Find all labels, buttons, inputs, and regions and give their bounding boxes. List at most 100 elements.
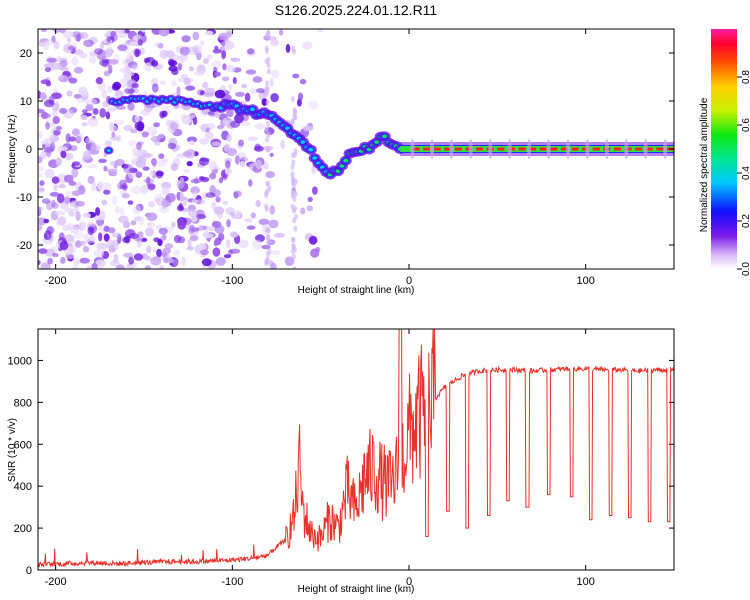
noise-speckle xyxy=(151,136,161,143)
noise-speckle xyxy=(292,73,300,79)
noise-speckle xyxy=(54,101,60,111)
noise-speckle xyxy=(115,206,120,214)
noise-speckle xyxy=(78,52,88,59)
ridge-core xyxy=(374,140,380,144)
noise-speckle xyxy=(213,240,219,247)
noise-speckle xyxy=(190,178,202,184)
noise-streak xyxy=(293,148,298,155)
noise-speckle xyxy=(67,45,77,51)
noise-speckle xyxy=(76,240,87,247)
carrier-band-peak xyxy=(571,147,579,151)
noise-speckle xyxy=(177,220,186,230)
snr-plot-area xyxy=(38,329,674,570)
noise-speckle xyxy=(38,166,45,172)
noise-speckle xyxy=(140,29,147,33)
noise-speckle xyxy=(229,248,241,254)
noise-speckle xyxy=(72,42,77,47)
noise-speckle xyxy=(124,235,131,244)
noise-streak xyxy=(290,192,295,199)
noise-speckle xyxy=(43,40,55,46)
carrier-band-peak xyxy=(613,147,621,151)
noise-speckle xyxy=(188,46,198,56)
noise-speckle xyxy=(97,261,105,269)
noise-speckle xyxy=(148,201,156,208)
noise-speckle xyxy=(40,262,51,269)
noise-speckle xyxy=(198,157,210,166)
noise-streak xyxy=(267,248,272,255)
noise-speckle xyxy=(86,98,98,106)
noise-speckle xyxy=(223,254,232,259)
noise-speckle xyxy=(53,41,60,50)
noise-speckle xyxy=(79,257,90,264)
carrier-spike xyxy=(449,139,454,159)
carrier-spike xyxy=(604,139,609,159)
noise-speckle xyxy=(94,215,106,221)
noise-speckle xyxy=(43,218,50,224)
noise-speckle xyxy=(312,186,318,195)
noise-speckle xyxy=(172,54,180,62)
noise-streak xyxy=(265,180,270,187)
noise-speckle xyxy=(90,142,97,151)
noise-speckle xyxy=(268,219,279,229)
noise-speckle xyxy=(151,158,157,166)
carrier-band-peak xyxy=(454,147,462,151)
noise-speckle xyxy=(192,191,198,199)
spectrogram-xtick-label: 100 xyxy=(576,275,594,287)
noise-speckle xyxy=(137,39,143,46)
noise-speckle xyxy=(44,66,52,73)
noise-speckle xyxy=(203,92,215,98)
noise-speckle xyxy=(226,108,234,118)
noise-speckle xyxy=(132,205,141,215)
noise-speckle xyxy=(187,209,198,218)
noise-speckle xyxy=(116,182,123,190)
snr-xtick-label: 0 xyxy=(406,576,412,588)
spectrogram-carrier xyxy=(103,94,674,180)
noise-streak xyxy=(265,85,270,92)
noise-speckle xyxy=(39,92,47,101)
noise-speckle xyxy=(158,206,170,214)
noise-streak xyxy=(266,131,271,138)
noise-speckle xyxy=(123,164,134,174)
noise-speckle xyxy=(229,231,239,238)
noise-speckle xyxy=(189,235,199,242)
noise-speckle xyxy=(179,55,184,65)
noise-speckle xyxy=(80,114,88,121)
noise-speckle xyxy=(133,253,144,261)
noise-speckle xyxy=(228,84,233,90)
noise-speckle xyxy=(140,157,147,164)
noise-streak xyxy=(266,62,271,68)
noise-speckle xyxy=(64,234,75,242)
noise-speckle xyxy=(269,36,275,43)
noise-speckle xyxy=(167,142,177,150)
noise-speckle xyxy=(227,30,232,37)
noise-speckle xyxy=(225,160,231,169)
noise-speckle xyxy=(255,159,262,170)
noise-speckle xyxy=(280,139,286,150)
noise-speckle xyxy=(211,201,217,210)
colorbar: 0.0 0.2 0.4 0.6 0.8 Normalized spectral ampl… xyxy=(699,29,750,276)
spectrogram-ytick-label: 0 xyxy=(26,144,32,156)
noise-speckle xyxy=(158,153,165,159)
noise-speckle xyxy=(218,232,225,241)
noise-speckle xyxy=(149,170,154,177)
snr-ytick-label: 400 xyxy=(14,481,32,493)
ridge-core xyxy=(308,147,314,152)
noise-speckle xyxy=(302,125,314,132)
noise-speckle xyxy=(95,207,101,216)
noise-speckle xyxy=(56,193,65,204)
noise-streak xyxy=(290,96,295,102)
noise-streak xyxy=(293,225,298,232)
noise-speckle xyxy=(270,69,280,79)
noise-streak xyxy=(290,236,295,243)
noise-speckle xyxy=(186,161,193,167)
noise-speckle xyxy=(181,35,191,43)
noise-speckle xyxy=(101,241,106,251)
noise-speckle xyxy=(140,184,149,195)
noise-speckle xyxy=(157,238,163,247)
noise-speckle xyxy=(55,220,61,226)
noise-speckle xyxy=(212,49,222,54)
noise-speckle xyxy=(244,218,253,223)
carrier-band-peak xyxy=(560,147,568,151)
noise-speckle xyxy=(209,172,217,180)
noise-speckle xyxy=(72,264,79,269)
